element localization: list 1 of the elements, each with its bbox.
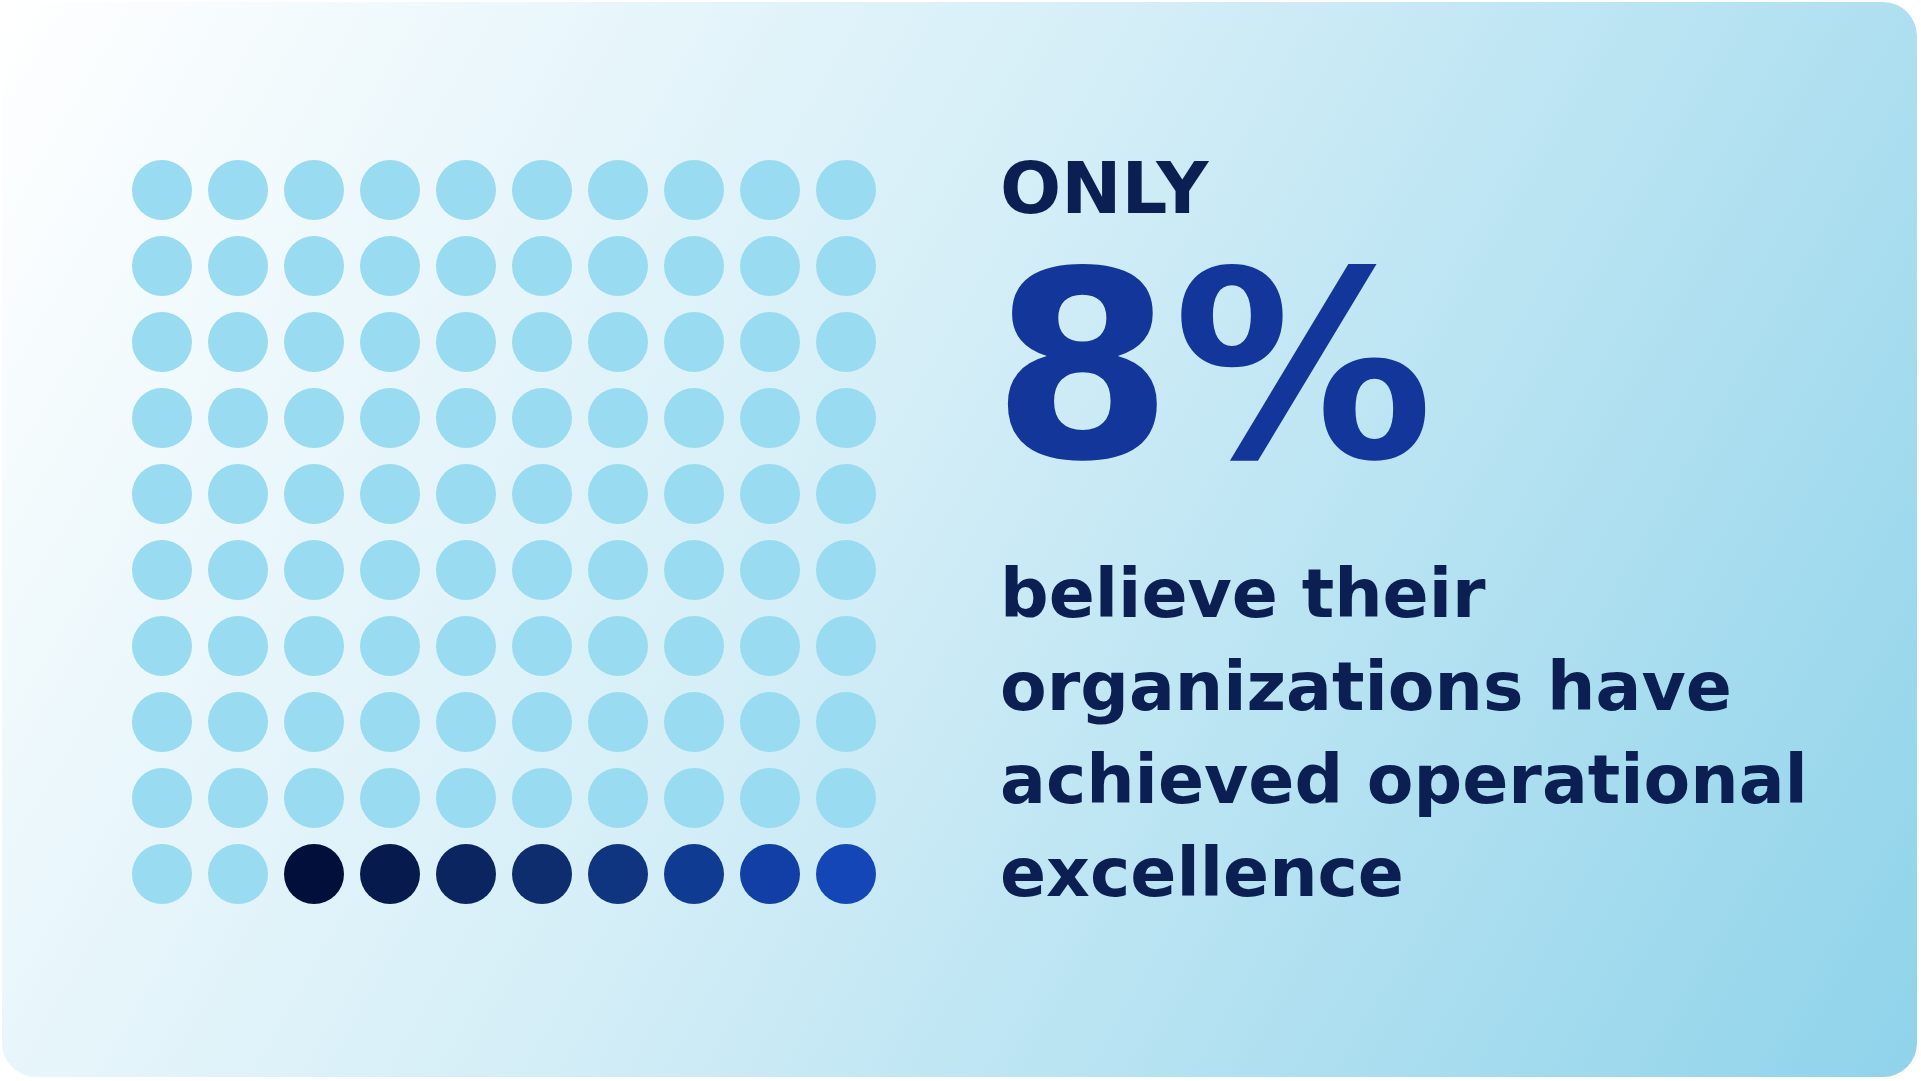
text: believe their organizations have achieved operational excellence: [1000, 553, 1809, 914]
